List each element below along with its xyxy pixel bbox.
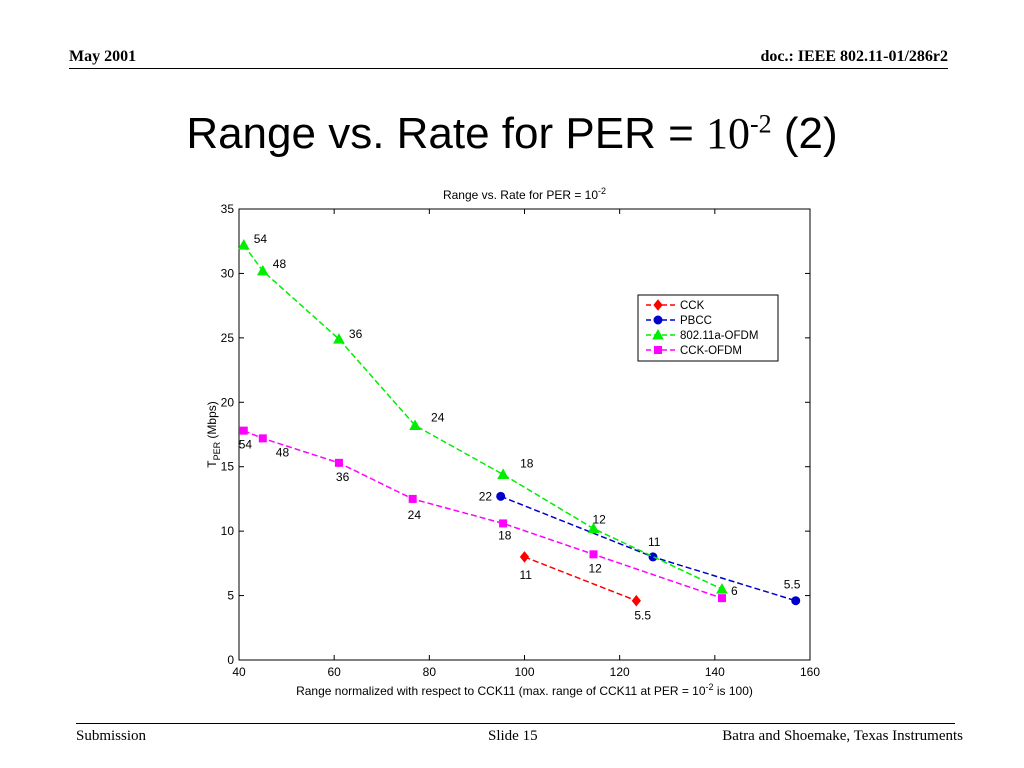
data-point-cck-ofdm bbox=[239, 426, 248, 435]
y-tick-label: 0 bbox=[227, 653, 234, 667]
data-point-802-11a-ofdm bbox=[409, 419, 421, 430]
x-axis-label: Range normalized with respect to CCK11 (… bbox=[296, 682, 753, 698]
data-point-802-11a-ofdm bbox=[587, 522, 600, 534]
slide-title-suffix: (2) bbox=[771, 109, 838, 158]
data-label-cck-ofdm: 54 bbox=[239, 438, 253, 452]
y-tick-label: 20 bbox=[221, 395, 235, 409]
data-point-802-11a-ofdm bbox=[256, 264, 269, 276]
data-label-cck-ofdm: 48 bbox=[276, 445, 290, 459]
x-axis-label-exponent: -2 bbox=[706, 682, 714, 692]
header-rule bbox=[69, 68, 948, 69]
x-axis-label-suffix: is 100) bbox=[714, 684, 753, 698]
legend-label-cck: CCK bbox=[680, 300, 705, 312]
data-label-802-11a-ofdm: 48 bbox=[273, 257, 287, 271]
data-label-802-11a-ofdm: 24 bbox=[431, 410, 445, 424]
header-date: May 2001 bbox=[69, 48, 137, 65]
data-label-cck-ofdm: 24 bbox=[408, 508, 422, 522]
y-tick-label: 5 bbox=[227, 589, 234, 603]
series-line-cck bbox=[524, 556, 637, 602]
data-point-cck-ofdm bbox=[408, 494, 417, 503]
legend-label-cck-ofdm: CCK-OFDM bbox=[680, 345, 742, 357]
x-tick-label: 60 bbox=[327, 665, 341, 679]
data-point-pbcc bbox=[496, 491, 506, 501]
data-label-cck-ofdm: 36 bbox=[336, 470, 350, 484]
data-point-pbcc bbox=[648, 552, 658, 562]
data-point-802-11a-ofdm bbox=[716, 583, 728, 594]
y-tick-label: 15 bbox=[221, 460, 235, 474]
chart-title-exponent: -2 bbox=[598, 186, 606, 196]
x-tick-label: 80 bbox=[423, 665, 437, 679]
y-tick-label: 10 bbox=[221, 524, 235, 538]
data-label-802-11a-ofdm: 36 bbox=[349, 327, 363, 341]
chart-title-text: Range vs. Rate for PER = 10 bbox=[443, 188, 598, 202]
y-axis-label-base: T bbox=[205, 460, 219, 468]
header-doc-id: doc.: IEEE 802.11-01/286r2 bbox=[760, 48, 948, 65]
x-tick-label: 120 bbox=[610, 665, 630, 679]
legend-marker-802-11a-ofdm bbox=[652, 328, 664, 340]
data-label-pbcc: 22 bbox=[479, 489, 493, 503]
data-point-cck-ofdm bbox=[334, 458, 343, 467]
y-axis-label-unit: (Mbps) bbox=[205, 401, 219, 442]
x-tick-label: 40 bbox=[232, 665, 246, 679]
data-label-802-11a-ofdm: 54 bbox=[254, 232, 268, 246]
y-tick-label: 35 bbox=[221, 202, 235, 216]
legend-marker-pbcc bbox=[653, 315, 663, 325]
data-label-802-11a-ofdm: 6 bbox=[731, 584, 738, 598]
legend-label-pbcc: PBCC bbox=[680, 315, 712, 327]
data-label-cck-ofdm: 18 bbox=[498, 528, 512, 542]
data-point-cck-ofdm bbox=[589, 550, 598, 559]
slide-title: Range vs. Rate for PER = 10-2 (2) bbox=[0, 108, 1024, 159]
data-point-802-11a-ofdm bbox=[333, 333, 345, 344]
legend-marker-cck bbox=[653, 299, 663, 311]
data-label-802-11a-ofdm: 12 bbox=[592, 513, 606, 527]
data-point-802-11a-ofdm bbox=[497, 468, 509, 479]
data-point-cck-ofdm bbox=[717, 594, 726, 603]
slide-title-base: 10 bbox=[706, 109, 750, 158]
slide-title-exponent: -2 bbox=[750, 109, 772, 139]
x-tick-label: 100 bbox=[514, 665, 534, 679]
data-label-cck-ofdm: 12 bbox=[588, 561, 602, 575]
data-point-pbcc bbox=[791, 596, 801, 606]
data-label-cck: 11 bbox=[520, 568, 533, 582]
y-axis-label: TPER (Mbps) bbox=[205, 401, 222, 468]
footer-rule bbox=[76, 723, 955, 724]
data-label-cck: 5.5 bbox=[634, 609, 651, 623]
plot-frame bbox=[238, 208, 811, 661]
legend-label-802-11a-ofdm: 802.11a-OFDM bbox=[680, 330, 758, 342]
y-axis-label-subscript: PER bbox=[212, 441, 222, 460]
slide-title-prefix: Range vs. Rate for PER = bbox=[186, 109, 706, 158]
data-point-cck-ofdm bbox=[258, 434, 267, 443]
data-label-pbcc: 11 bbox=[648, 535, 661, 549]
footer-submission: Submission bbox=[76, 728, 147, 744]
x-tick-label: 160 bbox=[800, 665, 820, 679]
data-label-pbcc: 5.5 bbox=[784, 578, 801, 592]
y-tick-label: 30 bbox=[221, 266, 235, 280]
data-label-802-11a-ofdm: 18 bbox=[520, 456, 534, 470]
legend-marker-cck-ofdm bbox=[654, 346, 662, 354]
data-point-802-11a-ofdm bbox=[237, 239, 250, 250]
footer-authors: Batra and Shoemake, Texas Instruments bbox=[722, 728, 963, 744]
x-axis-label-text: Range normalized with respect to CCK11 (… bbox=[296, 684, 706, 698]
data-point-cck-ofdm bbox=[499, 519, 508, 528]
data-point-cck bbox=[519, 551, 530, 563]
x-tick-label: 140 bbox=[705, 665, 725, 679]
data-point-cck bbox=[631, 594, 641, 607]
y-tick-label: 25 bbox=[221, 331, 235, 345]
chart-title: Range vs. Rate for PER = 10-2 bbox=[443, 186, 606, 202]
footer-slide-number: Slide 15 bbox=[488, 728, 538, 744]
